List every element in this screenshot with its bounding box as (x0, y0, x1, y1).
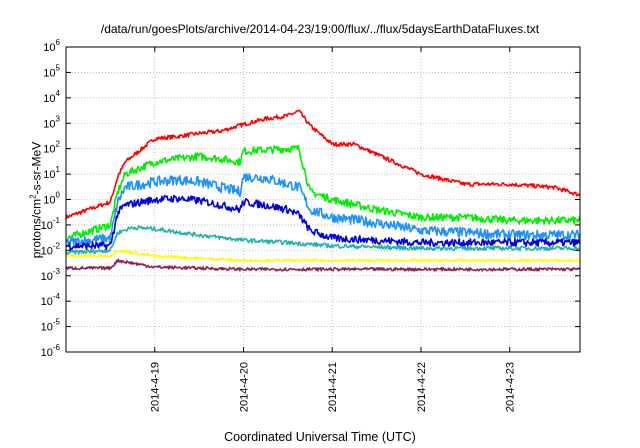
series-line (65, 194, 581, 251)
y-tick-label: 102 (43, 140, 60, 156)
axis-ticks: 106 105 104 103 102 101 100 10-1 10-2 10-3 10-4 10-… (41, 38, 580, 412)
x-tick-label: 2014-4-19 (150, 362, 162, 412)
series-group (65, 109, 581, 272)
chart-title: /data/run/goesPlots/archive/2014-04-23/1… (100, 22, 540, 36)
x-axis-label: Coordinated Universal Time (UTC) (224, 430, 416, 444)
y-tick-label: 10-5 (41, 318, 61, 334)
y-tick-label: 101 (43, 165, 60, 181)
series-line (65, 172, 581, 247)
series-line (65, 258, 581, 272)
series-line (65, 249, 581, 263)
series-line (65, 144, 581, 242)
y-tick-label: 10-3 (41, 267, 61, 283)
y-tick-label: 10-6 (41, 343, 61, 359)
y-tick-label: 10-2 (41, 241, 61, 257)
y-tick-label: 103 (43, 114, 60, 130)
x-tick-label: 2014-4-21 (327, 362, 339, 412)
y-tick-label: 104 (43, 89, 60, 105)
y-axis-label: protons/cm2-s-sr-MeV (28, 141, 44, 259)
y-tick-label: 100 (43, 191, 60, 207)
y-tick-label: 10-4 (41, 292, 61, 308)
x-tick-label: 2014-4-22 (416, 362, 428, 412)
series-line (65, 109, 581, 220)
y-tick-label: 105 (43, 63, 60, 79)
x-tick-label: 2014-4-20 (238, 362, 250, 412)
y-tick-label: 10-1 (41, 216, 61, 232)
series-line (65, 225, 581, 255)
x-tick-label: 2014-4-23 (505, 362, 517, 412)
y-tick-label: 106 (43, 38, 60, 54)
